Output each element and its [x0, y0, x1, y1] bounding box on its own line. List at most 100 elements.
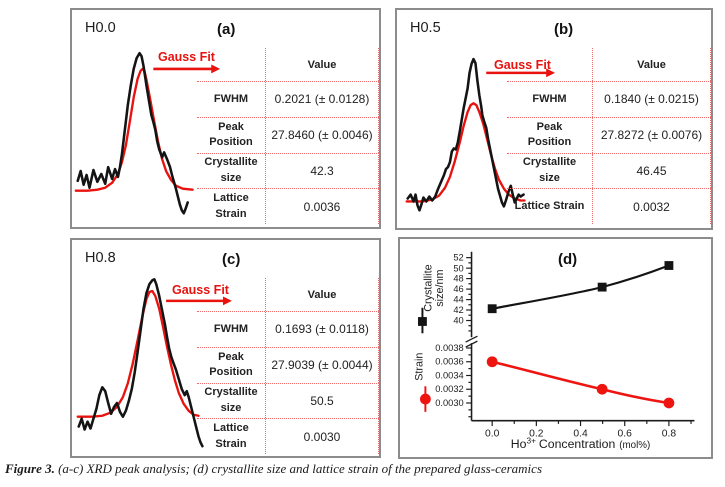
svg-text:46: 46 [453, 284, 463, 294]
row-label: Peak Position [527, 120, 572, 149]
panel-letter-c: (c) [222, 251, 241, 268]
svg-text:0.0: 0.0 [485, 428, 500, 439]
table-row: Lattice Strain 0.0036 [197, 188, 379, 224]
gauss-fit-curve [74, 67, 194, 192]
row-label: Crystallite size [522, 156, 577, 184]
panel-letter-b: (b) [554, 21, 574, 38]
panel-letter-d: (d) [558, 251, 578, 268]
strain-axis-tick-labels: 0.0038 0.0036 0.0034 0.0032 0.0030 [435, 343, 463, 408]
row-value: 42.3 [265, 153, 378, 189]
table-row: Crystallite size 46.45 [507, 152, 711, 189]
table-row: Crystallite size 42.3 [197, 152, 379, 189]
svg-text:48: 48 [453, 274, 463, 284]
axis-break-icon [465, 335, 478, 348]
fit-results-table-b: Value FWHM 0.1840 (± 0.0215) Peak Positi… [507, 48, 711, 224]
svg-text:44: 44 [453, 294, 463, 304]
row-value: 27.9039 (± 0.0044) [265, 347, 378, 383]
panel-d: (d) [398, 237, 713, 459]
fit-results-table-a: Value FWHM 0.2021 (± 0.0128) Peak Positi… [197, 48, 379, 224]
table-row: Peak Position 27.8272 (± 0.0076) [507, 116, 711, 153]
xrd-raw-curve [77, 277, 204, 448]
xrd-plot-b [405, 57, 555, 212]
x-axis [471, 419, 695, 427]
table-row: FWHM 0.2021 (± 0.0128) [197, 81, 379, 117]
row-label: Lattice Strain [213, 192, 249, 220]
row-label: FWHM [532, 92, 567, 105]
svg-text:0.8: 0.8 [662, 428, 677, 439]
gauss-fit-label-b: Gauss Fit [494, 58, 551, 72]
row-value: 0.1840 (± 0.0215) [592, 82, 710, 117]
table-row: Crystallite size 50.5 [197, 382, 379, 419]
svg-text:52: 52 [453, 253, 463, 263]
strain-markers [486, 356, 675, 409]
xrd-plot-a [74, 51, 221, 215]
row-value: 27.8460 (± 0.0046) [265, 117, 378, 153]
row-value: 0.2021 (± 0.0128) [265, 82, 378, 117]
row-value: 46.45 [592, 153, 710, 189]
row-value: 50.5 [265, 383, 378, 419]
svg-text:Strain: Strain [413, 353, 425, 381]
panel-b: H0.5 (b) Gauss Fit Value FWHM 0.1840 (± … [395, 8, 713, 230]
gauss-fit-label-c: Gauss Fit [172, 283, 229, 297]
crystallite-size-markers [487, 261, 674, 314]
row-label: Lattice Strain [213, 422, 249, 450]
svg-text:40: 40 [453, 315, 463, 325]
figure-caption: Figure 3. (a-c) XRD peak analysis; (d) c… [5, 461, 720, 477]
square-marker-icon [418, 317, 427, 326]
table-row: Lattice Strain 0.0032 [507, 188, 711, 224]
caption-text: (a-c) XRD peak analysis; (d) crystallite… [54, 461, 543, 476]
size-strain-chart: 52 50 48 46 44 42 40 0.0038 0.0036 0.003… [413, 251, 695, 451]
svg-text:50: 50 [453, 263, 463, 273]
row-label: FWHM [213, 322, 249, 335]
table-row: FWHM 0.1840 (± 0.0215) [507, 81, 711, 117]
value-header: Value [265, 48, 378, 81]
gauss-fit-label-a: Gauss Fit [158, 50, 215, 64]
y-axis [465, 251, 478, 421]
x-axis-title: Ho3+ Concentration (mol%) [511, 436, 650, 451]
gauss-fit-arrow [486, 68, 555, 78]
row-value: 27.8272 (± 0.0076) [592, 117, 710, 153]
size-axis-tick-labels: 52 50 48 46 44 42 40 [453, 253, 463, 326]
svg-text:0.0038: 0.0038 [435, 343, 463, 353]
xrd-plot-c [76, 277, 232, 448]
panel-letter-a: (a) [217, 21, 236, 38]
gauss-fit-curve [405, 102, 526, 203]
svg-text:0.6: 0.6 [618, 428, 633, 439]
table-row: FWHM 0.1693 (± 0.0118) [197, 311, 379, 347]
legend-strain: Strain [413, 353, 431, 412]
table-header-row: Value [507, 48, 711, 81]
row-label: Peak Position [209, 350, 253, 379]
svg-text:0.2: 0.2 [529, 428, 544, 439]
table-header-row: Value [197, 278, 379, 311]
row-value: 0.0036 [265, 189, 378, 224]
circle-marker-icon [419, 393, 431, 405]
row-value: 0.0030 [265, 419, 378, 454]
sample-label-c: H0.8 [85, 250, 116, 266]
svg-text:0.0034: 0.0034 [435, 370, 463, 380]
caption-figure-number: Figure 3. [5, 461, 55, 476]
table-row: Peak Position 27.8460 (± 0.0046) [197, 116, 379, 153]
sample-label-a: H0.0 [85, 20, 116, 36]
fit-results-table-c: Value FWHM 0.1693 (± 0.0118) Peak Positi… [197, 278, 379, 454]
panel-a: H0.0 (a) Gauss Fit Value FWHM 0.2021 (± … [70, 8, 381, 229]
value-header: Value [592, 48, 710, 81]
gauss-fit-arrow [153, 64, 221, 74]
crystallite-size-line [491, 264, 670, 310]
strain-line [491, 360, 670, 405]
svg-text:0.0030: 0.0030 [435, 398, 463, 408]
svg-text:0.0032: 0.0032 [435, 384, 463, 394]
svg-text:0.0036: 0.0036 [435, 357, 463, 367]
xrd-raw-curve [406, 57, 525, 212]
row-value: 0.0032 [592, 189, 710, 224]
value-header: Value [265, 278, 378, 311]
row-label: Lattice Strain [514, 199, 585, 212]
x-axis-tick-labels: 0.0 0.2 0.4 0.6 0.8 [485, 428, 676, 439]
table-header-row: Value [197, 48, 379, 81]
row-label: FWHM [213, 92, 249, 105]
row-label: Crystallite size [204, 386, 258, 414]
row-value: 0.1693 (± 0.0118) [265, 312, 378, 347]
table-row: Lattice Strain 0.0030 [197, 418, 379, 454]
gauss-fit-curve [76, 289, 200, 418]
row-label: Crystallite size [204, 156, 258, 184]
